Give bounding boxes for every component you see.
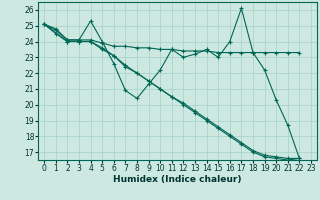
X-axis label: Humidex (Indice chaleur): Humidex (Indice chaleur) bbox=[113, 175, 242, 184]
